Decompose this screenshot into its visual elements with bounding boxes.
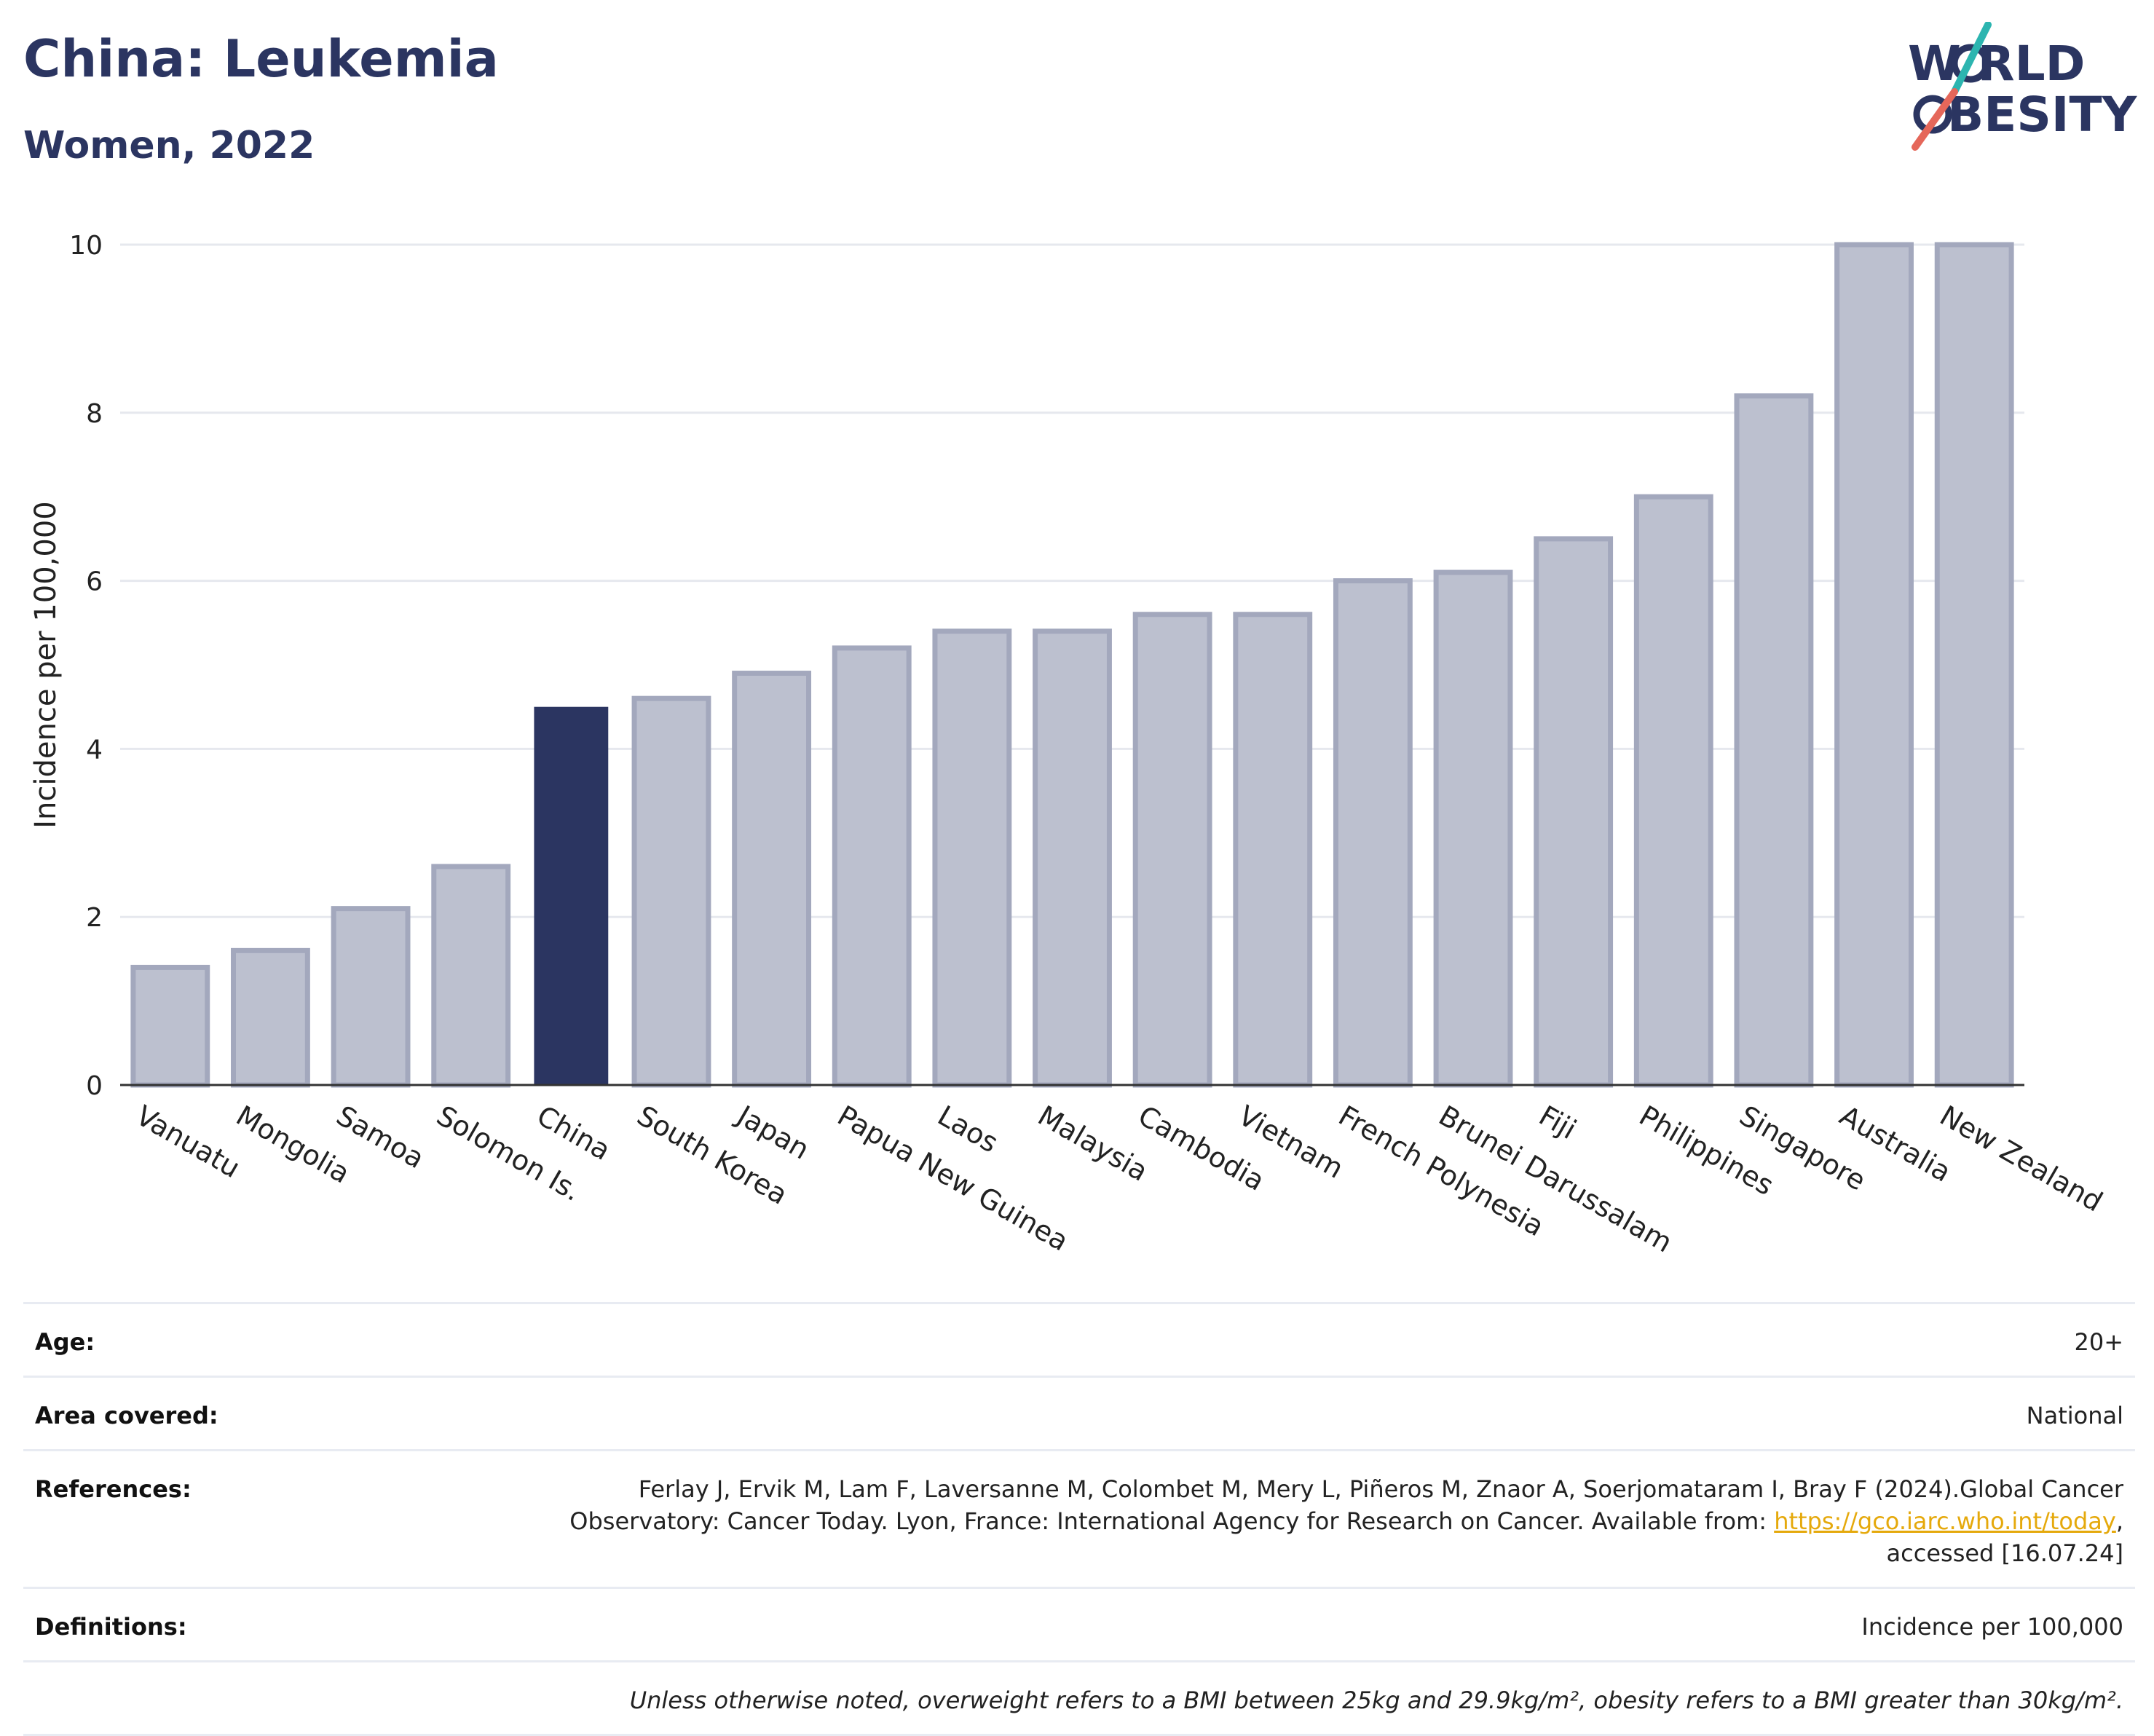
bmi-note: Unless otherwise noted, overweight refer…: [629, 1686, 2123, 1714]
bar-new-zealand: [1934, 242, 2014, 1088]
y-tick-label: 4: [86, 735, 103, 765]
logo-line2: BESITY: [1947, 87, 2138, 143]
bar-singapore: [1734, 393, 1814, 1088]
references-label: References:: [35, 1475, 192, 1503]
area-value: National: [2026, 1402, 2123, 1429]
bar-philippines: [1633, 494, 1713, 1088]
y-tick-label: 6: [86, 567, 103, 597]
references-link[interactable]: https://gco.iarc.who.int/today: [1774, 1507, 2116, 1535]
bar-samoa: [331, 906, 411, 1088]
area-label: Area covered:: [35, 1402, 218, 1429]
meta-row-references: References: Ferlay J, Ervik M, Lam F, La…: [23, 1449, 2135, 1587]
meta-row-definitions: Definitions: Incidence per 100,000: [23, 1587, 2135, 1660]
age-label: Age:: [35, 1328, 95, 1356]
y-tick-label: 8: [86, 399, 103, 429]
metadata-table: Age: 20+ Area covered: National Referenc…: [23, 1302, 2135, 1736]
bar-solomon-is-: [431, 864, 511, 1088]
bar-fiji: [1534, 536, 1614, 1088]
bar-south-korea: [631, 695, 711, 1088]
references-value: Ferlay J, Ervik M, Lam F, Laversanne M, …: [326, 1473, 2123, 1569]
bar-mongolia: [231, 947, 310, 1088]
bar-brunei-darussalam: [1433, 569, 1513, 1088]
age-value: 20+: [2074, 1328, 2123, 1356]
meta-row-age: Age: 20+: [23, 1302, 2135, 1376]
bar-vietnam: [1233, 612, 1313, 1088]
references-line2: Observatory: Cancer Today. Lyon, France:…: [569, 1507, 2123, 1535]
page-title: China: Leukemia: [23, 29, 499, 89]
x-tick-label: Vanuatu: [130, 1100, 245, 1184]
bar-chart: 0 2 4 6 8 10 Incidence per 100,000 VanuatuMongo…: [29, 231, 2108, 1259]
bar-china: [534, 706, 609, 1085]
meta-row-note: Unless otherwise noted, overweight refer…: [23, 1660, 2135, 1736]
x-tick-label: Mongolia: [231, 1100, 355, 1190]
bar-japan: [732, 671, 812, 1088]
bar-malaysia: [1033, 628, 1112, 1088]
y-tick-label: 10: [69, 231, 103, 261]
y-tick-label: 2: [86, 903, 103, 933]
x-tick-label: New Zealand: [1935, 1100, 2108, 1218]
x-tick-label: Malaysia: [1033, 1100, 1153, 1188]
x-tick-label: Laos: [932, 1100, 1003, 1159]
world-obesity-logo: W RLD BESITY: [1908, 22, 2138, 151]
bar-vanuatu: [130, 964, 210, 1088]
definitions-label: Definitions:: [35, 1613, 187, 1641]
meta-row-area: Area covered: National: [23, 1376, 2135, 1449]
references-line3: accessed [16.07.24]: [1886, 1539, 2123, 1567]
bar-papua-new-guinea: [832, 645, 912, 1088]
y-tick-label: 0: [86, 1071, 103, 1101]
definitions-value: Incidence per 100,000: [1861, 1613, 2123, 1641]
references-line1: Ferlay J, Ervik M, Lam F, Laversanne M, …: [638, 1475, 2123, 1503]
y-axis-label: Incidence per 100,000: [29, 501, 63, 829]
bar-laos: [932, 628, 1012, 1088]
bar-french-polynesia: [1333, 578, 1413, 1088]
page-subtitle: Women, 2022: [23, 124, 315, 167]
logo-line1: W RLD: [1908, 36, 2085, 92]
bar-cambodia: [1132, 612, 1212, 1088]
x-tick-label: Fiji: [1534, 1100, 1582, 1145]
bar-australia: [1834, 242, 1914, 1088]
